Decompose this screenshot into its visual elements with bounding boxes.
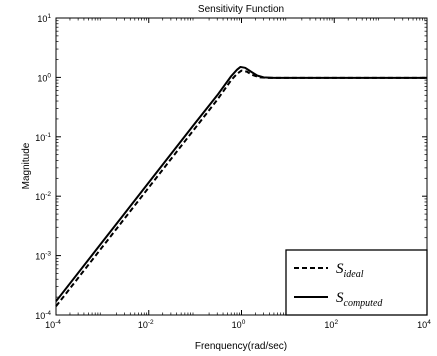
series-line-computed [55, 65, 427, 302]
x-tick-label: 10-4 [45, 319, 61, 330]
legend-ideal-main: S [336, 261, 344, 277]
series-lines [55, 65, 427, 307]
legend-computed-sub: computed [344, 298, 384, 309]
x-tick-label: 10-2 [138, 319, 154, 330]
y-tick-label: 10-1 [35, 132, 51, 143]
legend-label-computed: Scomputed [336, 290, 383, 309]
y-axis-label: Magnitude [21, 142, 32, 189]
chart-title: Sensitivity Function [198, 4, 284, 15]
y-tick-label: 10-3 [35, 251, 51, 262]
legend-label-ideal: Sideal [336, 261, 364, 280]
y-tick-label: 101 [37, 13, 51, 24]
y-tick-label: 10-2 [35, 191, 51, 202]
x-axis-label: Frenquency(rad/sec) [195, 341, 287, 352]
legend-computed-main: S [336, 290, 344, 306]
legend: Sideal Scomputed [285, 249, 428, 316]
x-tick-label: 104 [417, 319, 431, 330]
legend-box [285, 249, 428, 316]
legend-ideal-sub: ideal [344, 269, 364, 280]
x-tick-label: 100 [232, 319, 246, 330]
x-tick-label: 102 [324, 319, 338, 330]
y-tick-label: 10-4 [35, 310, 51, 321]
y-tick-label: 100 [37, 72, 51, 83]
